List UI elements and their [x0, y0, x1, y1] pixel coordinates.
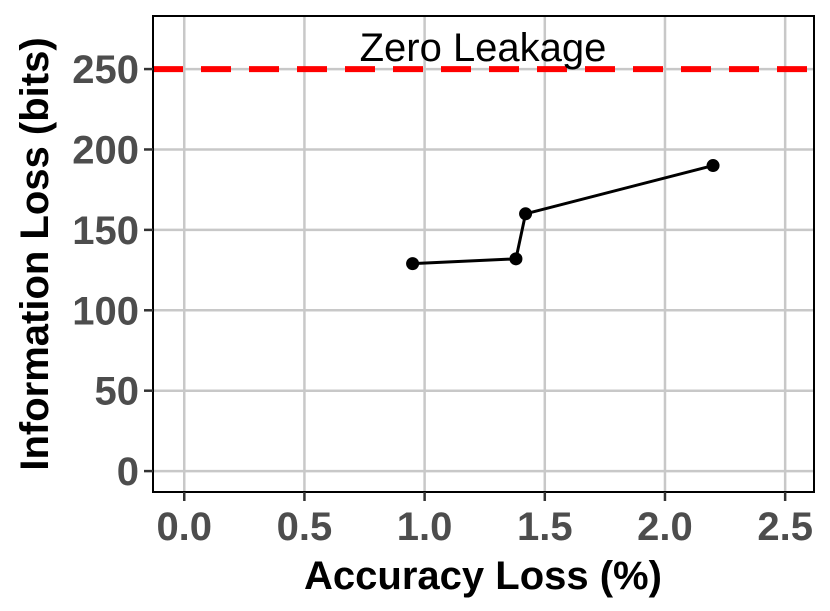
x-tick-label: 2.5 — [757, 505, 813, 549]
grid — [153, 16, 814, 492]
data-point — [509, 252, 523, 266]
y-tick-label: 150 — [72, 209, 139, 253]
y-tick-label: 250 — [72, 48, 139, 92]
y-axis: 0 50 100 150 200 250 — [72, 48, 153, 494]
x-axis-title: Accuracy Loss (%) — [304, 554, 662, 598]
x-axis: 0.0 0.5 1.0 1.5 2.0 2.5 — [156, 492, 813, 549]
data-point — [706, 159, 720, 173]
x-tick-label: 2.0 — [637, 505, 693, 549]
plot-panel-border — [152, 15, 815, 493]
x-tick-label: 1.5 — [517, 505, 573, 549]
series-line — [412, 164, 714, 266]
data-point — [406, 257, 420, 271]
data-point — [519, 207, 533, 221]
x-tick-label: 0.0 — [156, 505, 212, 549]
series-group — [406, 159, 720, 271]
y-axis-title: Information Loss (bits) — [13, 37, 57, 470]
y-tick-label: 0 — [117, 450, 139, 494]
y-tick-label: 50 — [95, 370, 140, 414]
zero-leakage-label: Zero Leakage — [360, 26, 607, 70]
y-tick-label: 200 — [72, 128, 139, 172]
y-tick-label: 100 — [72, 289, 139, 333]
x-tick-label: 1.0 — [397, 505, 453, 549]
x-tick-label: 0.5 — [277, 505, 333, 549]
